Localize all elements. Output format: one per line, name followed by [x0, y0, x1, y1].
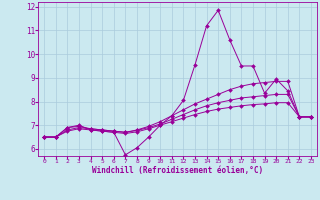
X-axis label: Windchill (Refroidissement éolien,°C): Windchill (Refroidissement éolien,°C) [92, 166, 263, 175]
